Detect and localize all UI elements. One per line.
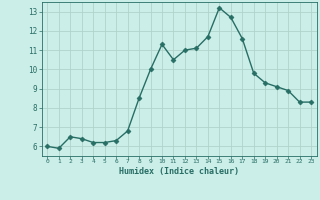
X-axis label: Humidex (Indice chaleur): Humidex (Indice chaleur) [119,167,239,176]
